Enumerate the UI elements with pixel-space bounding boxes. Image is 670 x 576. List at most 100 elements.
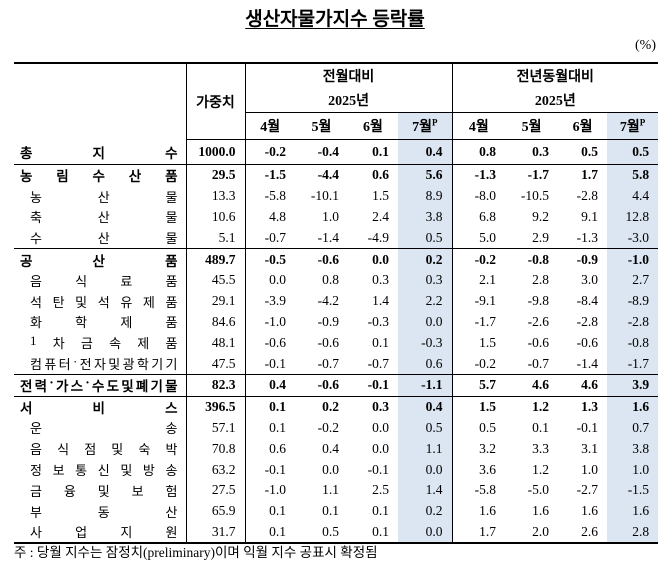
value: -2.7 [576, 482, 599, 498]
value: -2.8 [607, 311, 659, 333]
weight: 29.5 [185, 163, 245, 186]
value: 0.0 [398, 459, 453, 480]
weight: 5.1 [185, 227, 245, 249]
value: -1.1 [398, 373, 453, 397]
value: 0.0 [398, 521, 453, 545]
value: 2.1 [451, 269, 506, 291]
value: -1.0 [244, 479, 295, 501]
title-text: 생산자물가지수 등락률 [245, 9, 425, 30]
value: -2.8 [576, 313, 599, 329]
value: 3.3 [532, 440, 550, 456]
value: 0.1 [372, 334, 389, 350]
row-label: 전 력 · 가 스 · 수 도 및 폐 기 물 [20, 375, 178, 395]
value: 0.0 [398, 311, 453, 333]
weight: 31.7 [185, 521, 245, 545]
value: 1.1 [322, 482, 339, 498]
value: 0.3 [505, 139, 559, 165]
value: -4.2 [317, 293, 339, 309]
month-text: 7월 [619, 120, 640, 135]
value: -3.9 [244, 290, 295, 312]
value: -0.6 [295, 248, 348, 270]
value: 2.4 [372, 208, 389, 224]
value: 0.1 [348, 521, 398, 545]
value: -4.4 [295, 163, 348, 186]
value: -0.1 [576, 419, 599, 435]
value: 4.6 [505, 373, 559, 397]
value: -9.8 [527, 293, 550, 309]
value: 0.2 [295, 395, 348, 418]
year-header: 2025년 [451, 88, 659, 113]
value: -0.1 [348, 373, 398, 397]
value: 0.1 [244, 521, 295, 545]
value: -1.4 [317, 229, 339, 245]
value: -4.9 [367, 229, 389, 245]
value: 0.5 [398, 227, 453, 249]
row-label: 컴 퓨 터 · 전 자 및 광 학 기 기 [30, 354, 178, 373]
value: 0.6 [348, 163, 398, 186]
value: 1.6 [532, 503, 550, 519]
value: -0.6 [527, 334, 550, 350]
value: 3.8 [607, 438, 659, 460]
table-row: 농 림 수 산 품 29.5 -1.5 -4.4 0.6 5.6 -1.3 -1.7 1.7 5.8 [14, 163, 659, 186]
weight: 47.5 [185, 353, 245, 375]
value: 1.7 [451, 521, 506, 545]
preliminary-mark: P [639, 117, 646, 128]
table-row: 부 동 산 65.9 0.1 0.1 0.1 0.2 1.6 1.6 1.6 1.6 [14, 500, 659, 522]
value: -0.5 [244, 248, 295, 270]
value: -8.0 [451, 185, 506, 207]
value: 1.7 [558, 163, 608, 186]
value: -0.6 [295, 373, 348, 397]
value: 1.0 [581, 461, 599, 477]
value: -0.9 [558, 248, 608, 270]
month-header: 7월P [398, 112, 453, 140]
value: 0.4 [398, 139, 453, 165]
value: -0.8 [505, 248, 559, 270]
value: 0.5 [451, 417, 506, 439]
table-body: 총 지 수 1000.0 -0.2 -0.4 0.1 0.4 0.8 0.3 0.5 0.5 농 림 수 산 품… [14, 139, 659, 545]
value: 12.8 [607, 206, 659, 228]
month-text: 7월 [412, 120, 432, 135]
value: 5.7 [451, 373, 506, 397]
value: -1.3 [576, 229, 599, 245]
value: 6.8 [451, 206, 506, 228]
table-row: 화 학 제 품 84.6 -1.0 -0.9 -0.3 0.0 -1.7 -2.6 -2.8 -2.8 [14, 311, 659, 333]
corner [14, 62, 186, 140]
value: -5.8 [244, 185, 295, 207]
value: 2.8 [607, 521, 659, 545]
value: 0.1 [322, 503, 339, 519]
value: 0.6 [244, 438, 295, 460]
weight: 70.8 [185, 438, 245, 460]
weight: 65.9 [185, 500, 245, 522]
month-header: 5월 [295, 112, 348, 140]
value: 3.6 [451, 459, 506, 480]
value: 2.0 [505, 521, 559, 545]
value: 3.8 [398, 206, 453, 228]
title: 생산자물가지수 등락률 [0, 4, 670, 31]
value: 1.6 [451, 500, 506, 522]
value: 2.6 [558, 521, 608, 545]
value: 0.1 [244, 395, 295, 418]
weight: 1000.0 [185, 139, 245, 165]
value: 1.6 [581, 503, 599, 519]
table-row: 정 보 통 신 및 방 송 63.2 -0.1 0.0 -0.1 0.0 3.6 1.2 1.0 1.0 [14, 459, 659, 480]
value: -5.0 [527, 482, 550, 498]
value: 3.0 [581, 272, 599, 288]
value: -1.5 [607, 479, 659, 501]
value: 0.3 [348, 395, 398, 418]
table-row: 음 식 료 품 45.5 0.0 0.8 0.3 0.3 2.1 2.8 3.0 2.7 [14, 269, 659, 291]
month-header: 6월 [558, 112, 608, 140]
weight: 84.6 [185, 311, 245, 333]
month-header: 4월 [244, 112, 295, 140]
value: 1.5 [451, 332, 506, 354]
